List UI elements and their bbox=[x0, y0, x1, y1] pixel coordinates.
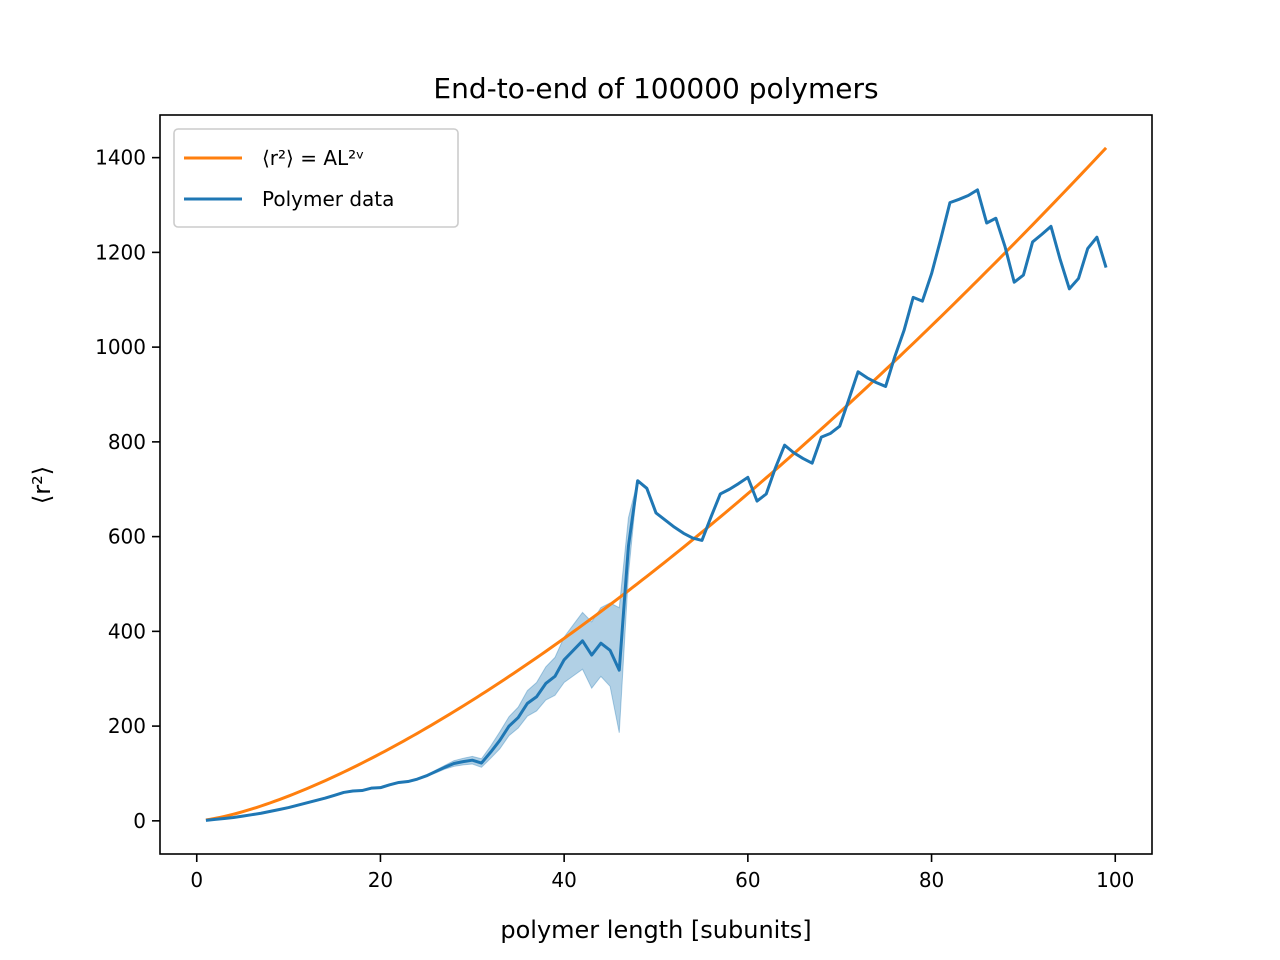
x-tick-label: 40 bbox=[551, 868, 576, 892]
plot-area bbox=[205, 146, 1108, 822]
data-series-line bbox=[205, 188, 1108, 822]
y-tick-label: 400 bbox=[108, 619, 146, 643]
x-tick-label: 60 bbox=[735, 868, 760, 892]
legend-box bbox=[173, 128, 459, 228]
y-axis: 0 200 400 600 800 1000 1200 1400 bbox=[95, 146, 160, 833]
axes-frame bbox=[159, 114, 1153, 855]
x-tick-label: 100 bbox=[1096, 868, 1134, 892]
x-axis-label: polymer length [subunits] bbox=[500, 916, 811, 944]
y-tick-label: 1400 bbox=[95, 146, 146, 170]
y-tick-label: 1000 bbox=[95, 335, 146, 359]
x-tick-label: 0 bbox=[190, 868, 203, 892]
legend-label-fit: ⟨r²⟩ = AL²ᵛ bbox=[262, 146, 365, 170]
y-tick-label: 1200 bbox=[95, 240, 146, 264]
fit-series-line bbox=[205, 146, 1108, 822]
y-tick-label: 800 bbox=[108, 430, 146, 454]
y-tick-label: 0 bbox=[133, 809, 146, 833]
x-tick-label: 20 bbox=[368, 868, 393, 892]
x-tick-label: 80 bbox=[919, 868, 944, 892]
legend-label-data: Polymer data bbox=[262, 187, 394, 211]
x-axis: 0 20 40 60 80 100 bbox=[190, 854, 1134, 892]
y-axis-label: ⟨r²⟩ bbox=[28, 466, 56, 504]
y-tick-label: 600 bbox=[108, 525, 146, 549]
chart-title: End-to-end of 100000 polymers bbox=[433, 72, 878, 105]
y-tick-label: 200 bbox=[108, 714, 146, 738]
legend: ⟨r²⟩ = AL²ᵛ Polymer data bbox=[173, 128, 459, 228]
